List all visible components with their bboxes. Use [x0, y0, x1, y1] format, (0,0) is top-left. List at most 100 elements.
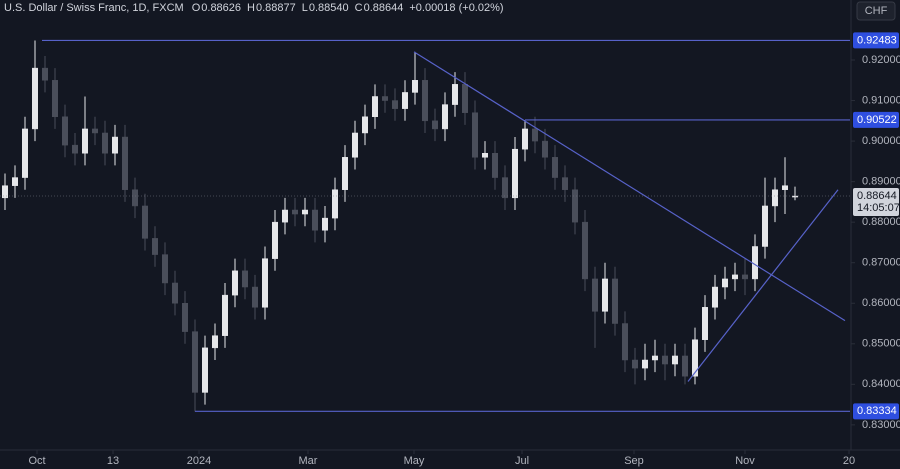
level-tag: [853, 111, 899, 128]
candle-body: [442, 104, 448, 130]
candle-body: [202, 347, 208, 393]
candle-body: [742, 274, 748, 280]
candle-body: [342, 157, 348, 190]
candle-body: [12, 177, 18, 186]
candle-body: [112, 136, 118, 154]
candle-body: [502, 177, 508, 199]
change: +0.00018 (+0.02%): [409, 2, 503, 14]
candle-body: [192, 331, 198, 393]
candle-body: [762, 205, 768, 247]
candle-body: [682, 355, 688, 377]
candle-body: [162, 254, 168, 284]
x-tick-label: Nov: [735, 455, 755, 467]
y-tick-label: 0.87000: [862, 257, 900, 269]
trendline: [687, 189, 839, 382]
candle-body: [622, 323, 628, 361]
candle-body: [732, 274, 738, 280]
x-tick-label: 2024: [187, 455, 211, 467]
candle-body: [312, 209, 318, 231]
x-tick-label: Mar: [299, 455, 318, 467]
ohlc-value: 0.88644: [364, 2, 404, 14]
currency[interactable]: CHF: [865, 5, 888, 17]
candle-body: [182, 302, 188, 332]
y-tick-label: 0.89000: [862, 176, 900, 188]
candle-body: [542, 140, 548, 158]
ohlc-key: H: [247, 2, 255, 14]
candle-body: [782, 185, 788, 190]
level-label: 0.92483: [857, 34, 897, 46]
candle-body: [102, 132, 108, 154]
candle-body: [172, 282, 178, 304]
candle-body: [292, 209, 298, 215]
candle-body: [572, 189, 578, 223]
x-tick-label: Oct: [28, 455, 45, 467]
y-tick-label: 0.91000: [862, 94, 900, 106]
candle-body: [52, 80, 58, 118]
candle-body: [262, 258, 268, 308]
candle-body: [62, 116, 68, 146]
candle-body: [42, 67, 48, 81]
candle-body: [522, 128, 528, 150]
candle-body: [472, 112, 478, 158]
y-tick-label: 0.88000: [862, 216, 900, 228]
candle-body: [772, 189, 778, 207]
trendline: [413, 51, 846, 322]
candle-body: [652, 355, 658, 361]
candle-body: [22, 128, 28, 178]
ohlc-value: 0.88540: [309, 2, 349, 14]
candle-body: [512, 148, 518, 199]
y-tick-label: 0.92000: [862, 54, 900, 66]
candle-body: [72, 144, 78, 154]
ohlc-value: 0.88877: [256, 2, 296, 14]
candle-body: [432, 120, 438, 130]
candle-body: [492, 152, 498, 178]
candle-body: [462, 84, 468, 113]
candle-body: [672, 355, 678, 365]
candle-body: [2, 185, 8, 199]
candle-body: [532, 128, 538, 142]
candle-body: [392, 100, 398, 109]
x-tick-label: 20: [843, 455, 855, 467]
ohlc-key: C: [355, 2, 363, 14]
candle-body: [282, 209, 288, 223]
candle-body: [662, 355, 668, 365]
candle-body: [452, 84, 458, 105]
candle-body: [712, 286, 718, 308]
candle-body: [422, 80, 428, 122]
candle-body: [332, 189, 338, 219]
candle-body: [362, 116, 368, 134]
candle-body: [272, 221, 278, 259]
candle-body: [612, 278, 618, 324]
candle-body: [382, 96, 388, 101]
candle-body: [722, 278, 728, 288]
candle-body: [252, 286, 258, 308]
candle-body: [152, 238, 158, 255]
last-price-tag: [853, 188, 899, 217]
x-tick-label: Sep: [624, 455, 644, 467]
candle-body: [222, 294, 228, 336]
y-tick-label: 0.86000: [862, 297, 900, 309]
x-tick-label: Jul: [515, 455, 529, 467]
currency-button[interactable]: [856, 1, 896, 21]
level-label: 0.90522: [857, 114, 897, 126]
candle-body: [632, 359, 638, 369]
y-tick-label: 0.85000: [862, 338, 900, 350]
ohlc-value: 0.88626: [201, 2, 241, 14]
candle-body: [212, 335, 218, 349]
candle-body: [122, 136, 128, 190]
candle-body: [592, 278, 598, 312]
last-price-label: 0.88644: [857, 190, 897, 202]
candle-body: [82, 128, 88, 154]
countdown: 14:05:07: [857, 202, 900, 214]
candle-body: [132, 189, 138, 207]
x-tick-label: May: [404, 455, 425, 467]
candle-body: [482, 152, 488, 158]
candle-body: [32, 67, 38, 130]
level-tag: [853, 32, 899, 49]
level-tag: [853, 403, 899, 420]
candle-body: [642, 359, 648, 369]
candle-body: [352, 132, 358, 158]
candle-body: [402, 92, 408, 109]
